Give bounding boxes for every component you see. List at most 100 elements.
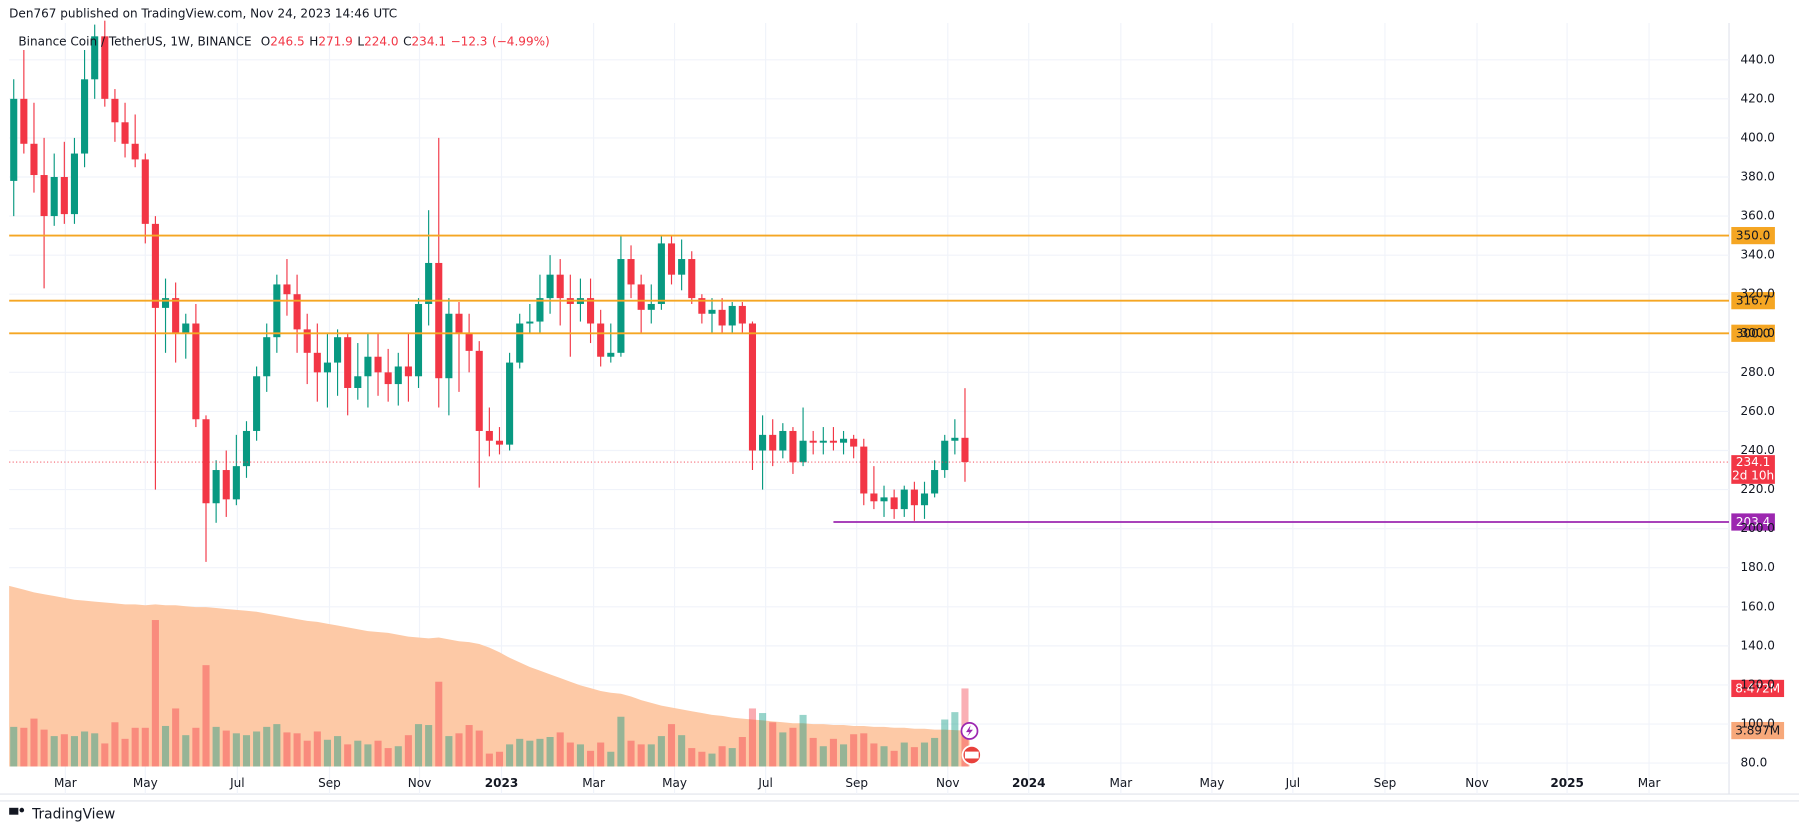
- publisher-line: Den767 published on TradingView.com, Nov…: [9, 6, 397, 20]
- volume-bar: [313, 731, 321, 767]
- x-tick-label: Jul: [229, 776, 245, 790]
- legend-prefix: O: [261, 34, 270, 48]
- current-price-label: 234.1: [1736, 455, 1770, 469]
- candle-body: [465, 333, 473, 351]
- volume-bar: [678, 735, 686, 767]
- y-tick-label: 200.0: [1740, 521, 1774, 535]
- volume-bar: [20, 727, 28, 767]
- candle-body: [354, 376, 362, 388]
- volume-bar: [232, 733, 240, 767]
- candle-body: [384, 372, 392, 385]
- candle-body: [536, 298, 544, 322]
- candle-body: [435, 262, 443, 379]
- volume-bar: [101, 743, 109, 767]
- volume-bar: [475, 730, 483, 767]
- volume-bar: [688, 748, 696, 767]
- volume-bar: [182, 735, 190, 767]
- volume-bar: [890, 750, 898, 767]
- candle-body: [455, 313, 463, 334]
- price-level-label: 316.7: [1736, 294, 1770, 308]
- legend-change-pct: (−4.99%): [492, 34, 550, 48]
- y-tick-label: 100.0: [1740, 717, 1774, 731]
- y-tick-label: 120.0: [1740, 677, 1774, 691]
- x-tick-label: May: [662, 776, 687, 790]
- volume-bar: [394, 746, 402, 767]
- volume-bar: [495, 751, 504, 767]
- volume-bar: [556, 732, 564, 767]
- volume-bar: [121, 738, 129, 767]
- legend-value: 234.1: [412, 34, 446, 48]
- volume-bar: [222, 730, 230, 767]
- candle-body: [809, 440, 817, 443]
- price-level-label: 350.0: [1736, 229, 1770, 243]
- candle-body: [40, 175, 48, 217]
- candle-body: [404, 366, 412, 377]
- candle-body: [556, 274, 564, 299]
- candle-body: [344, 337, 352, 388]
- volume-bar: [880, 746, 888, 767]
- volume-bar: [607, 751, 615, 767]
- candle-body: [151, 223, 159, 308]
- volume-bar: [263, 726, 271, 767]
- candle-body: [273, 284, 281, 338]
- volume-bar: [30, 718, 38, 767]
- volume-bar: [597, 742, 605, 767]
- y-tick-label: 360.0: [1740, 209, 1774, 223]
- volume-bar: [202, 665, 210, 767]
- candle-body: [597, 323, 605, 357]
- x-tick-label: May: [133, 776, 158, 790]
- volume-bar: [141, 727, 149, 767]
- x-tick-label: Mar: [1109, 776, 1132, 790]
- x-tick-label: Mar: [582, 776, 605, 790]
- candle-body: [232, 466, 240, 500]
- candle-body: [900, 489, 908, 510]
- volume-bar: [526, 740, 534, 767]
- volume-bar: [344, 744, 352, 767]
- volume-bar: [212, 726, 220, 767]
- candle-body: [587, 298, 595, 324]
- volume-bar: [789, 727, 797, 767]
- y-tick-label: 340.0: [1740, 248, 1774, 262]
- candle-body: [748, 323, 757, 451]
- candle-body: [860, 446, 868, 494]
- volume-bar: [192, 727, 200, 767]
- candle-body: [374, 356, 382, 373]
- candle-body: [728, 305, 736, 326]
- volume-bar: [840, 744, 848, 767]
- volume-bar: [414, 724, 423, 767]
- y-tick-label: 80.0: [1740, 756, 1767, 770]
- candle-body: [253, 376, 261, 431]
- candle-body: [799, 440, 807, 463]
- price-level-badge: [1731, 324, 1775, 342]
- x-tick-label: Sep: [845, 776, 868, 790]
- candle-body: [172, 298, 180, 334]
- volume-bar: [708, 753, 716, 767]
- x-tick-label: Nov: [1465, 776, 1488, 790]
- x-tick-label: Mar: [54, 776, 77, 790]
- candle-body: [323, 362, 331, 373]
- volume-bar: [91, 733, 99, 767]
- volume-bar: [131, 727, 139, 767]
- volume-bar: [425, 725, 433, 767]
- candle-body: [840, 438, 848, 443]
- candle-body: [850, 438, 858, 447]
- candle-body: [242, 430, 251, 467]
- candle-body: [789, 430, 797, 463]
- volume-bar: [728, 748, 736, 767]
- y-tick-label: 260.0: [1740, 404, 1774, 418]
- candle-body: [222, 470, 230, 500]
- candles: [10, 20, 969, 562]
- volume-bar: [566, 742, 574, 767]
- event-icon-bolt: [966, 725, 973, 737]
- volume-bar: [242, 735, 251, 767]
- candle-body: [647, 303, 655, 310]
- volume-bar: [546, 737, 554, 767]
- y-tick-label: 400.0: [1740, 130, 1774, 144]
- candle-body: [495, 440, 504, 445]
- volume-bar: [50, 736, 58, 767]
- support-badge: [1731, 513, 1775, 531]
- candle-body: [759, 434, 767, 451]
- candle-body: [20, 98, 28, 144]
- volume-bar: [323, 739, 331, 767]
